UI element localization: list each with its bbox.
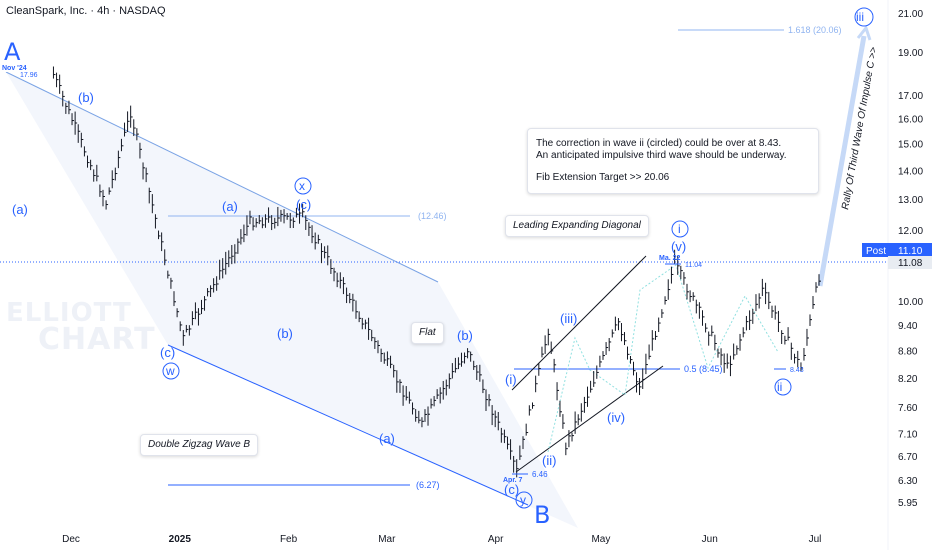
diagonal-lower-line [515,365,664,473]
x-tick-label: Feb [280,534,298,545]
wave-i-circle [671,220,689,238]
leading-diagonal-note: Leading Expanding Diagonal [505,215,649,237]
wave-b-1: (b) [78,90,94,105]
y-tick-label: 9.40 [898,321,918,332]
x-tick-label: Jun [702,534,718,545]
wave-w-circle [162,362,180,380]
y-tick-label: 15.00 [898,140,923,151]
flat-note: Flat [411,322,444,344]
fib-target-label: 1.618 (20.06) [788,25,842,35]
apr7-label: Apr. 7 [503,477,523,484]
y-tick-label: 8.80 [898,346,918,357]
y-axis: 21.00 19.00 17.00 16.00 15.00 14.00 13.00 12.00… [898,9,923,509]
info-note: The correction in wave ii (circled) coul… [527,128,819,194]
post-tag-bg [862,243,932,257]
fib-half-label: 0.5 (8.45) [684,364,723,374]
y-tick-label: 21.00 [898,9,923,20]
x-tick-label: 2025 [169,534,192,545]
wave-b-2: (b) [277,326,293,341]
x-tick-label: Jul [809,534,822,545]
wave-ii: ii [777,380,782,394]
nov24-label: Nov '24 [2,65,27,72]
channel-upper-line [5,71,439,283]
wave-c-2: (c) [296,197,311,212]
channel-lower-line [167,344,529,506]
watermark-line1: ELLIOTT [6,298,132,328]
rally-arrow [817,35,867,287]
watermark-line2: CHART [38,322,156,357]
wave-iii-small: (iii) [560,311,577,326]
y-tick-label: 8.20 [898,374,918,385]
y-tick-label: 19.00 [898,48,923,59]
wave-a-2: (a) [222,199,238,214]
apr7-value: 6.46 [532,470,548,479]
y-tick-label: 7.10 [898,430,918,441]
y-tick-label: 7.60 [898,403,918,414]
wave-b-3: (b) [457,328,473,343]
nov24-value: 17.96 [20,72,38,79]
wave-iii: iii [856,10,864,24]
y-tick-label: 10.00 [898,297,923,308]
info-line3: Fib Extension Target >> 20.06 [536,172,670,183]
y-tick-label: 12.00 [898,226,923,237]
wave-A: A [4,38,21,66]
y-tick-label: 16.00 [898,114,923,125]
rally-arrow-head [856,24,872,41]
y-tick-label: 14.00 [898,166,923,177]
wave-a-3: (a) [379,431,395,446]
info-line2: An anticipated impulsive third wave shou… [536,150,787,161]
wave-B: B [534,501,550,529]
post-tag-label: Post [866,246,886,257]
channel-shading [6,72,578,528]
post-tag-value: 11.10 [898,246,923,257]
y-tick-label: 17.00 [898,91,923,102]
info-line1: The correction in wave ii (circled) coul… [536,138,782,149]
last-tag-bg [888,256,932,269]
wave-labels: A (b) (a) (c) w x (c) (a) (b) (b) (a) (c… [4,7,874,529]
low843-label: 8.43 [790,367,804,374]
x-tick-label: Apr [488,534,504,545]
wave-c-3: (c) [504,482,519,497]
ma22-value: 11.04 [685,262,702,269]
last-tag-value: 11.08 [898,258,923,269]
wave-x: x [299,179,305,193]
x-axis: Dec 2025 Feb Mar Apr May Jun Jul [62,534,821,545]
wave-y: y [520,493,526,507]
wave-x-circle [294,177,312,195]
wave-y-circle [515,491,533,509]
y-tick-label: 6.30 [898,476,918,487]
wave-c-1: (c) [160,345,175,360]
wave-a-1: (a) [12,202,28,217]
nov24-tag [0,63,32,72]
level-1246-label: (12.46) [418,211,447,221]
wave-v-small: (v) [671,239,686,254]
wave-path-dotted [547,264,779,453]
double-zigzag-note: Double Zigzag Wave B [140,434,259,456]
wave-iv-small: (iv) [607,410,625,425]
wave-iii-circle [854,7,874,27]
wave-ii-circle [774,378,792,396]
y-tick-label: 5.95 [898,498,918,509]
candles-group [52,66,822,478]
chart-header: CleanSpark, Inc. · 4h · NASDAQ [6,5,166,17]
x-tick-label: May [591,534,610,545]
wave-i: i [678,222,681,236]
wave-ii-small: (ii) [542,453,556,468]
x-tick-label: Dec [62,534,80,545]
diagonal-upper-line [511,255,647,391]
wave-i-small: (i) [505,372,517,387]
y-tick-label: 6.70 [898,452,918,463]
level-627-label: (6.27) [416,480,440,490]
wave-w: w [165,364,175,378]
x-tick-label: Mar [378,534,396,545]
y-tick-label: 13.00 [898,195,923,206]
ma22-label: Ma. 22 [659,255,681,262]
